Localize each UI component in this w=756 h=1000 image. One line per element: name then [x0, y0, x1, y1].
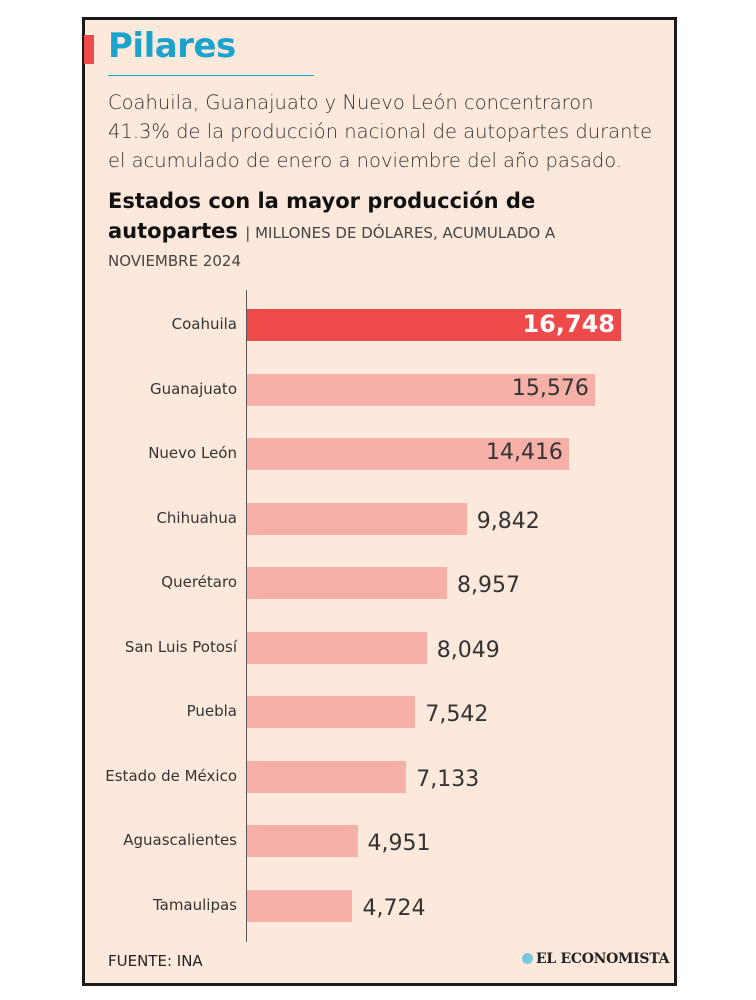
category-label: Puebla	[186, 702, 237, 720]
page-title: Pilares	[108, 26, 236, 66]
logo-text: EL ECONOMISTA	[536, 951, 670, 967]
title-underline	[108, 75, 314, 76]
bar	[247, 889, 353, 922]
lead-text: Coahuila, Guanajuato y Nuevo León concen…	[108, 91, 653, 172]
value-label: 4,951	[367, 831, 431, 856]
category-label: San Luis Potosí	[124, 637, 237, 656]
bar	[247, 502, 467, 535]
bar	[247, 825, 358, 857]
value-label: 15,576	[511, 375, 589, 401]
category-label: Coahuila	[171, 315, 237, 333]
bar	[247, 309, 621, 341]
bar	[247, 760, 407, 793]
bar	[247, 631, 427, 664]
value-label: 8,957	[457, 573, 520, 598]
y-axis-line	[246, 290, 247, 942]
source-note: FUENTE: INA	[108, 952, 203, 970]
value-label: 9,842	[476, 508, 540, 534]
bar	[247, 567, 448, 599]
category-label: Aguascalientes	[123, 831, 237, 849]
chart-title-text: Estados con la mayor producción de autop…	[108, 189, 536, 243]
category-label: Tamaulipas	[152, 895, 237, 914]
publisher-logo: EL ECONOMISTA	[522, 951, 669, 967]
value-label: 7,542	[425, 702, 489, 727]
category-label: Chihuahua	[156, 508, 237, 527]
category-label: Guanajuato	[150, 379, 237, 398]
infographic-frame	[82, 17, 677, 986]
bar	[247, 373, 595, 406]
category-label: Nuevo León	[148, 444, 237, 462]
category-label: Querétaro	[161, 573, 237, 591]
chart-unit-line2: NOVIEMBRE 2024	[108, 252, 242, 270]
value-label: 4,724	[362, 895, 426, 921]
chart-title: Estados con la mayor producción de autop…	[108, 186, 648, 276]
bar	[247, 438, 569, 470]
value-label: 14,416	[485, 440, 563, 465]
bar	[247, 696, 416, 728]
chart-unit: | MILLONES DE DÓLARES, ACUMULADO A	[245, 224, 556, 242]
title-accent-bar	[84, 35, 94, 64]
category-label: Estado de México	[105, 766, 237, 785]
value-label: 7,133	[416, 766, 480, 792]
value-label: 16,748	[522, 310, 615, 338]
logo-icon	[522, 953, 533, 964]
value-label: 8,049	[436, 637, 500, 663]
